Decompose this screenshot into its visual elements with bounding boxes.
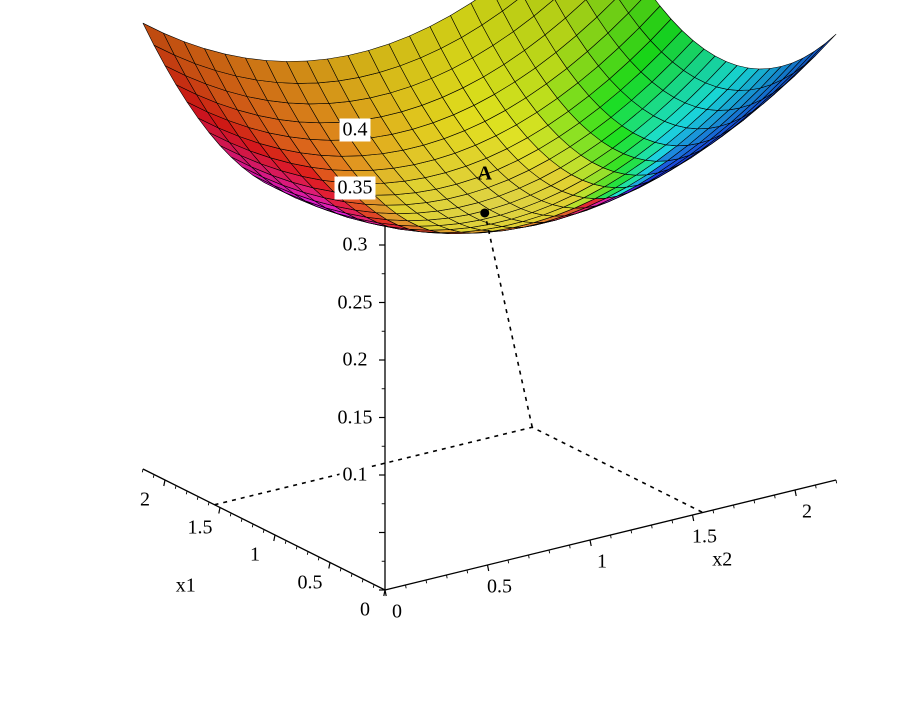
axes-front xyxy=(142,208,836,596)
riser-dash xyxy=(485,213,533,427)
floor-dash xyxy=(215,427,703,512)
plot-svg xyxy=(0,0,901,725)
point-a-marker xyxy=(480,208,489,217)
surface-plot-3d: 0.10.150.20.250.30.350.400.511.52x100.51… xyxy=(0,0,901,725)
surface xyxy=(143,0,836,234)
